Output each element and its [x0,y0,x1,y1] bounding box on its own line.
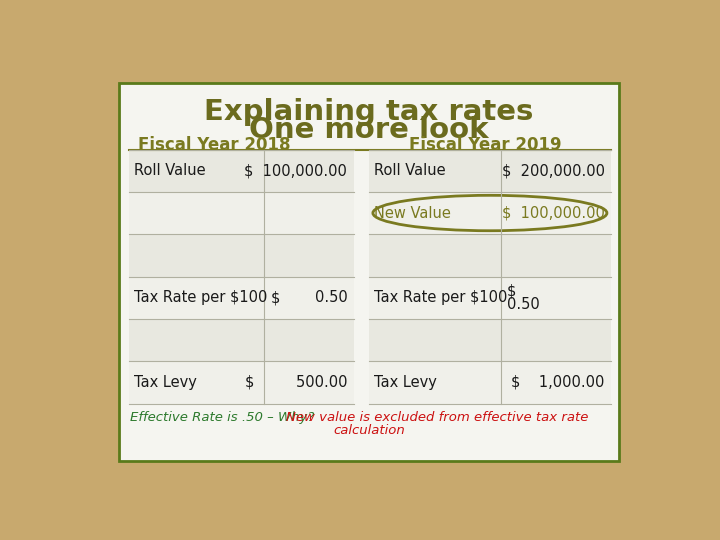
FancyBboxPatch shape [369,234,611,276]
Text: $         500.00: $ 500.00 [245,375,347,390]
Text: 0.50: 0.50 [315,290,347,305]
FancyBboxPatch shape [129,192,354,234]
FancyBboxPatch shape [369,319,611,361]
FancyBboxPatch shape [129,361,354,403]
Text: Tax Levy: Tax Levy [134,375,197,390]
FancyBboxPatch shape [369,150,611,192]
Text: Fiscal Year 2018: Fiscal Year 2018 [138,137,290,154]
Text: Tax Rate per $100: Tax Rate per $100 [134,290,268,305]
Text: New value is excluded from effective tax rate: New value is excluded from effective tax… [286,411,588,424]
Text: $: $ [271,290,280,305]
Text: calculation: calculation [333,424,405,437]
Text: 0.50: 0.50 [507,297,540,312]
Text: Tax Rate per $100: Tax Rate per $100 [374,290,508,305]
Text: Effective Rate is .50 – Why?: Effective Rate is .50 – Why? [130,411,323,424]
FancyBboxPatch shape [369,276,611,319]
FancyBboxPatch shape [120,83,618,461]
Text: $  100,000.00: $ 100,000.00 [244,163,347,178]
FancyBboxPatch shape [369,361,611,403]
Text: $: $ [507,284,516,298]
Text: $  200,000.00: $ 200,000.00 [502,163,605,178]
Text: $    1,000.00: $ 1,000.00 [511,375,605,390]
Text: $  100,000.00: $ 100,000.00 [502,206,605,220]
Text: Explaining tax rates: Explaining tax rates [204,98,534,126]
FancyBboxPatch shape [129,276,354,319]
Text: Roll Value: Roll Value [374,163,446,178]
FancyBboxPatch shape [369,192,611,234]
FancyBboxPatch shape [129,319,354,361]
FancyBboxPatch shape [129,150,354,192]
Text: Tax Levy: Tax Levy [374,375,437,390]
Text: Fiscal Year 2019: Fiscal Year 2019 [409,137,562,154]
Text: One more look: One more look [249,117,489,144]
Text: Roll Value: Roll Value [134,163,206,178]
Text: New Value: New Value [374,206,451,220]
FancyBboxPatch shape [129,234,354,276]
